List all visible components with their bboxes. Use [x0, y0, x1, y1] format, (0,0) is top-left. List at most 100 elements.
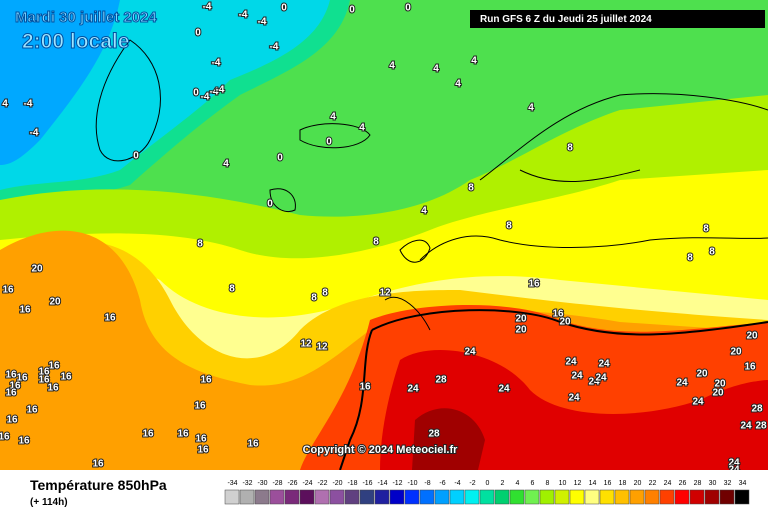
contour-label: 16 [5, 370, 17, 381]
legend-swatch [644, 489, 660, 505]
contour-label: 24 [464, 347, 476, 358]
contour-label: 4 [433, 64, 439, 75]
contour-label: 8 [197, 239, 203, 250]
contour-label: 8 [373, 237, 379, 248]
contour-label: 28 [751, 404, 763, 415]
coastline [95, 39, 161, 162]
contour-label: -4 [216, 85, 225, 96]
contour-label: 20 [559, 317, 571, 328]
contour-label: 0 [267, 199, 273, 210]
contour-label: 24 [692, 397, 704, 408]
legend-label: 14 [589, 480, 597, 487]
legend-swatch [374, 489, 390, 505]
contour-label: -4 [239, 10, 248, 21]
contour-label: 0 [277, 153, 283, 164]
contour-label: 24 [568, 393, 580, 404]
legend-label: -28 [272, 480, 282, 487]
contour-label: -4 [210, 87, 219, 98]
contour-label: 16 [60, 372, 72, 383]
legend-label: 8 [546, 480, 550, 487]
legend-swatch [269, 489, 285, 505]
legend-swatch [554, 489, 570, 505]
field-blue [0, 0, 120, 165]
contour-label: 24 [728, 458, 740, 469]
contour-label: 20 [712, 388, 724, 399]
legend-swatch [464, 489, 480, 505]
legend-swatch [569, 489, 585, 505]
contour-label: 16 [359, 382, 371, 393]
contour-label: 28 [755, 421, 767, 432]
contour-label: 16 [6, 415, 18, 426]
contour-label: 0 [405, 3, 411, 14]
legend-label: 4 [516, 480, 520, 487]
legend-label: 26 [679, 480, 687, 487]
contour-label: 16 [19, 305, 31, 316]
contour-label: 24 [676, 378, 688, 389]
contour-labels: -4-4-400 0 0-4-4-40 -4-4-44-404 444440044884… [0, 1, 768, 477]
legend-swatch [629, 489, 645, 505]
contour-label: 24 [407, 384, 419, 395]
contour-label: 16 [18, 436, 30, 447]
contour-label: 4 [528, 103, 534, 114]
legend-label: -12 [392, 480, 402, 487]
contour-label: 0 [193, 88, 199, 99]
contour-label: 16 [104, 313, 116, 324]
contour-label: -4 [201, 92, 210, 103]
legend-label: 18 [619, 480, 627, 487]
contour-label: -4 [203, 2, 212, 13]
contour-label: 24 [588, 377, 600, 388]
legend-label: -26 [287, 480, 297, 487]
legend-label: 10 [559, 480, 567, 487]
coastline [384, 239, 431, 331]
contour-label: 12 [316, 342, 328, 353]
legend-label: 22 [649, 480, 657, 487]
contour-label: 4 [359, 123, 365, 134]
legend-label: 2 [501, 480, 505, 487]
legend-swatch [419, 489, 435, 505]
contour-label: 8 [687, 253, 693, 264]
legend-swatch [284, 489, 300, 505]
contour-label: 20 [696, 369, 708, 380]
footer-title: Température 850hPa [30, 477, 167, 493]
coastline [269, 188, 296, 213]
legend-label: 30 [709, 480, 717, 487]
contour-label: 24 [571, 371, 583, 382]
contour-label: 12 [379, 288, 391, 299]
contour-label: -4 [24, 99, 33, 110]
contour-label: 16 [744, 362, 756, 373]
contour-label: 16 [2, 285, 14, 296]
legend-label: -22 [317, 480, 327, 487]
legend-label: -4 [454, 480, 460, 487]
legend-swatch [404, 489, 420, 505]
legend-swatch [614, 489, 630, 505]
legend-swatch [704, 489, 720, 505]
legend-label: 16 [604, 480, 612, 487]
isotherm-20 [371, 309, 768, 336]
contour-label: 16 [16, 373, 28, 384]
legend-swatch [734, 489, 750, 505]
legend-swatch [599, 489, 615, 505]
contour-label: 8 [709, 247, 715, 258]
contour-label: 16 [528, 279, 540, 290]
legend-swatch [359, 489, 375, 505]
legend-label: -30 [257, 480, 267, 487]
coastline [419, 93, 768, 261]
legend-label: -20 [332, 480, 342, 487]
legend-swatch [239, 489, 255, 505]
contour-label: 0 [133, 151, 139, 162]
contour-label: 12 [300, 339, 312, 350]
legend-label: 34 [739, 480, 747, 487]
contour-label: 24 [565, 357, 577, 368]
legend-swatch [434, 489, 450, 505]
contour-label: 8 [703, 224, 709, 235]
contour-label: 16 [197, 445, 209, 456]
legend-label: -32 [242, 480, 252, 487]
legend-label: 28 [694, 480, 702, 487]
contour-label: 8 [567, 143, 573, 154]
contour-label: 20 [515, 325, 527, 336]
legend-swatch [224, 489, 240, 505]
contour-label: 24 [498, 384, 510, 395]
contour-label: 20 [746, 331, 758, 342]
contour-label: 4 [223, 159, 229, 170]
legend-label: -24 [302, 480, 312, 487]
